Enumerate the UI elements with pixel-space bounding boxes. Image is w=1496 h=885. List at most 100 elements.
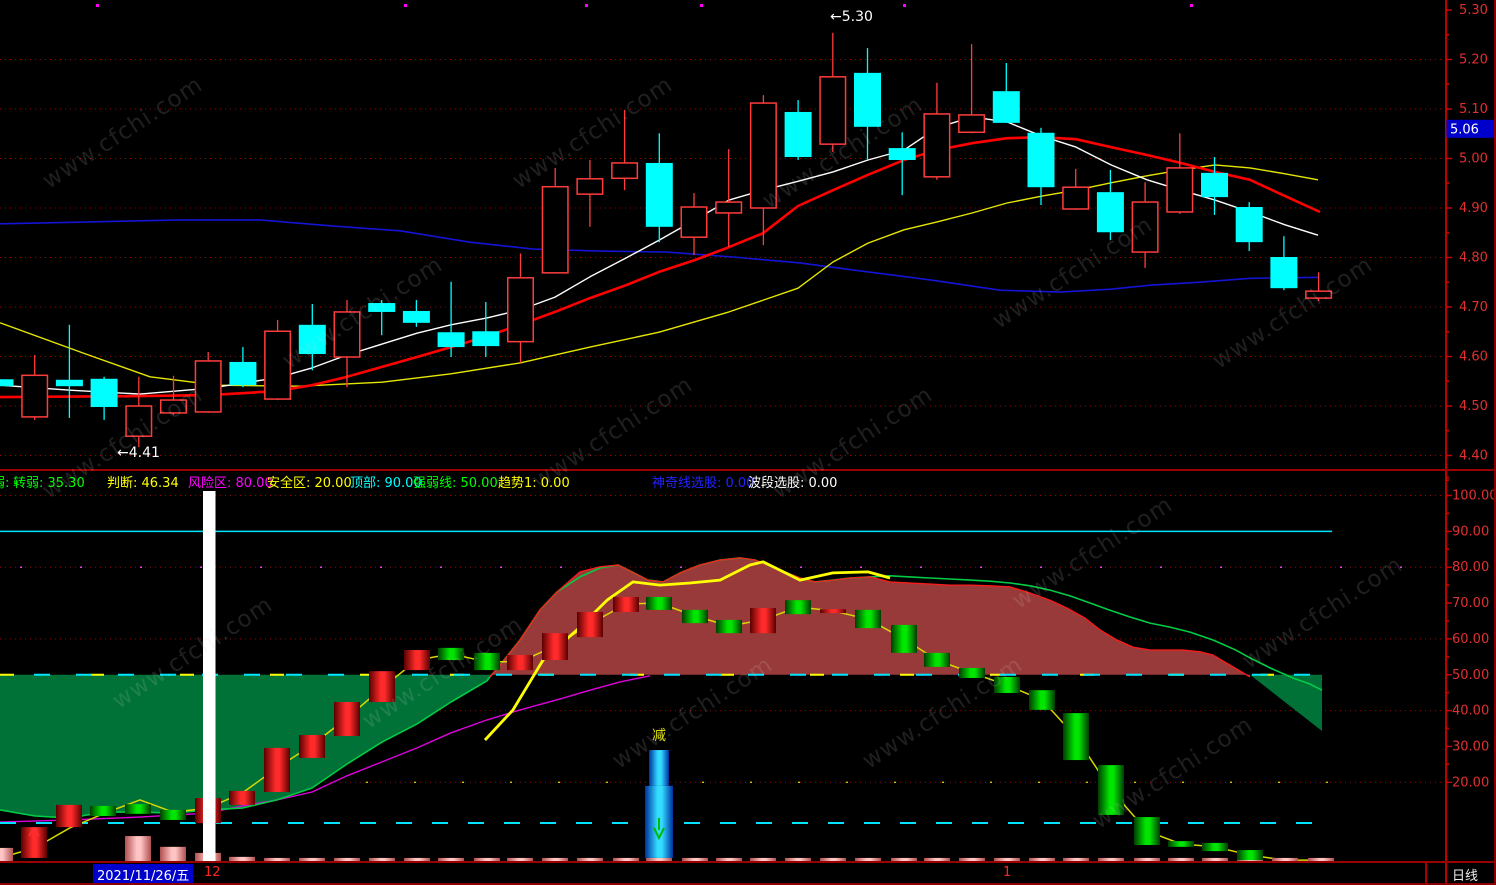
- candle-body-up: [21, 374, 49, 418]
- osc-axis-label: 40.00: [1452, 704, 1489, 719]
- osc-candle-up: [334, 701, 360, 737]
- top-dot-marker: [96, 4, 99, 7]
- month-marker-1: 1: [1003, 865, 1012, 880]
- candle-body-up: [194, 360, 222, 413]
- osc-candle-down: [994, 676, 1020, 694]
- osc-axis-label: 30.00: [1452, 739, 1489, 754]
- pink-volume-bar: [1168, 857, 1194, 861]
- top-dot-marker: [700, 4, 703, 7]
- candle-body-up: [680, 206, 708, 238]
- price-axis-label: 5.10: [1459, 102, 1488, 117]
- statusbar-separator: [0, 861, 1496, 863]
- pink-volume-bar: [1202, 857, 1228, 861]
- pink-volume-bar: [682, 857, 708, 861]
- pink-volume-bar: [507, 857, 533, 861]
- price-axis-label: 4.40: [1459, 449, 1488, 464]
- osc-candle-down: [716, 619, 742, 634]
- osc-candle-up: [56, 804, 82, 828]
- price-axis-label: 5.00: [1459, 152, 1488, 167]
- indicator-value-8: 神奇线选股: 0.00: [652, 476, 755, 491]
- candle-body-down: [472, 331, 500, 347]
- top-dot-marker: [404, 4, 407, 7]
- pink-volume-bar: [1272, 857, 1298, 861]
- candle-body-down: [784, 111, 812, 158]
- osc-candle-down: [90, 805, 116, 816]
- status-bar: 2021/11/26/五 12 1 日线: [0, 863, 1496, 885]
- indicator-value-0: 弱: -: [0, 476, 19, 491]
- osc-candle-up: [577, 612, 603, 638]
- osc-candle-down: [1098, 765, 1124, 815]
- pink-volume-bar: [0, 847, 13, 861]
- candle-body-up: [958, 114, 986, 134]
- candle-body-down: [1270, 257, 1298, 289]
- pink-volume-bar: [785, 857, 811, 861]
- osc-candle-down: [959, 667, 985, 678]
- reduce-label: 减: [652, 728, 666, 744]
- pink-volume-bar: [474, 857, 500, 861]
- candle-body-up: [715, 201, 743, 214]
- candle-body-down: [437, 332, 465, 348]
- sell-arrow-icon: [653, 818, 665, 841]
- candle-body-up: [125, 405, 153, 437]
- pink-volume-bar: [924, 857, 950, 861]
- osc-candle-up: [264, 747, 290, 792]
- candle-body-up: [160, 399, 187, 414]
- price-axis: 5.30 5.20 5.10 5.00 4.90 4.80 4.70 4.60 4.50 4.40…: [1445, 0, 1496, 885]
- period-label[interactable]: 日线: [1452, 869, 1479, 884]
- osc-candle-up: [404, 650, 430, 671]
- pink-volume-bar: [404, 857, 430, 861]
- osc-candle-down: [1168, 841, 1194, 847]
- osc-axis-label: 90.00: [1452, 524, 1489, 539]
- candle-body-up: [1131, 201, 1159, 253]
- indicator-value-3: 风险区: 80.00: [188, 476, 273, 491]
- osc-axis-label: 100.00: [1452, 489, 1496, 504]
- maroon-edge-line: [489, 557, 1251, 678]
- osc-candle-up: [613, 596, 639, 613]
- screen-right-border: [1494, 0, 1496, 885]
- price-axis-label: 4.60: [1459, 350, 1488, 365]
- pink-volume-bar: [646, 857, 672, 861]
- pink-volume-bar: [891, 857, 917, 861]
- pink-volume-bar: [577, 857, 603, 861]
- osc-candle-up: [507, 655, 533, 671]
- osc-candle-down: [125, 804, 151, 814]
- osc-axis-label: 80.00: [1452, 560, 1489, 575]
- indicator-value-6: 强弱线: 50.00: [413, 476, 498, 491]
- candle-body-down: [229, 361, 257, 386]
- pink-volume-bar: [1134, 857, 1160, 861]
- osc-candle-down: [474, 652, 500, 671]
- osc-candle-down: [682, 609, 708, 624]
- axis-background: [1445, 0, 1496, 885]
- candle-body-down: [0, 379, 14, 387]
- reduce-bar-top: [649, 750, 669, 786]
- candle-body-up: [749, 102, 777, 209]
- candle-body-down: [645, 162, 673, 227]
- oscillator-panel[interactable]: 减: [0, 471, 1445, 862]
- price-axis-label: 4.70: [1459, 300, 1488, 315]
- candle-body-down: [1027, 132, 1055, 188]
- candle-body-down: [888, 148, 916, 160]
- indicator-value-1: 转弱: 35.30: [13, 476, 85, 491]
- pink-volume-bar: [229, 856, 255, 861]
- main-price-chart[interactable]: ←5.30 ←4.41: [0, 0, 1445, 471]
- pink-volume-bar: [994, 857, 1020, 861]
- osc-axis-label: 20.00: [1452, 775, 1489, 790]
- candle-body-up: [1305, 290, 1333, 299]
- pink-volume-bar: [125, 836, 151, 861]
- osc-candle-up: [369, 671, 395, 702]
- candle-body-up: [541, 185, 569, 274]
- pink-volume-bar: [750, 857, 776, 861]
- month-marker-12: 12: [204, 865, 221, 880]
- candle-body-up: [333, 311, 361, 358]
- price-axis-label: 5.30: [1459, 3, 1488, 18]
- pink-volume-bar: [855, 857, 881, 861]
- pink-volume-bar: [1063, 857, 1089, 861]
- pink-volume-bar: [613, 857, 639, 861]
- candle-body-down: [368, 303, 396, 312]
- price-axis-label: 4.80: [1459, 251, 1488, 266]
- indicator-value-9: 波段选股: 0.00: [748, 476, 838, 491]
- osc-candle-down: [924, 652, 950, 667]
- indicator-value-2: 判断: 46.34: [107, 476, 179, 491]
- osc-candle-down: [1063, 713, 1089, 761]
